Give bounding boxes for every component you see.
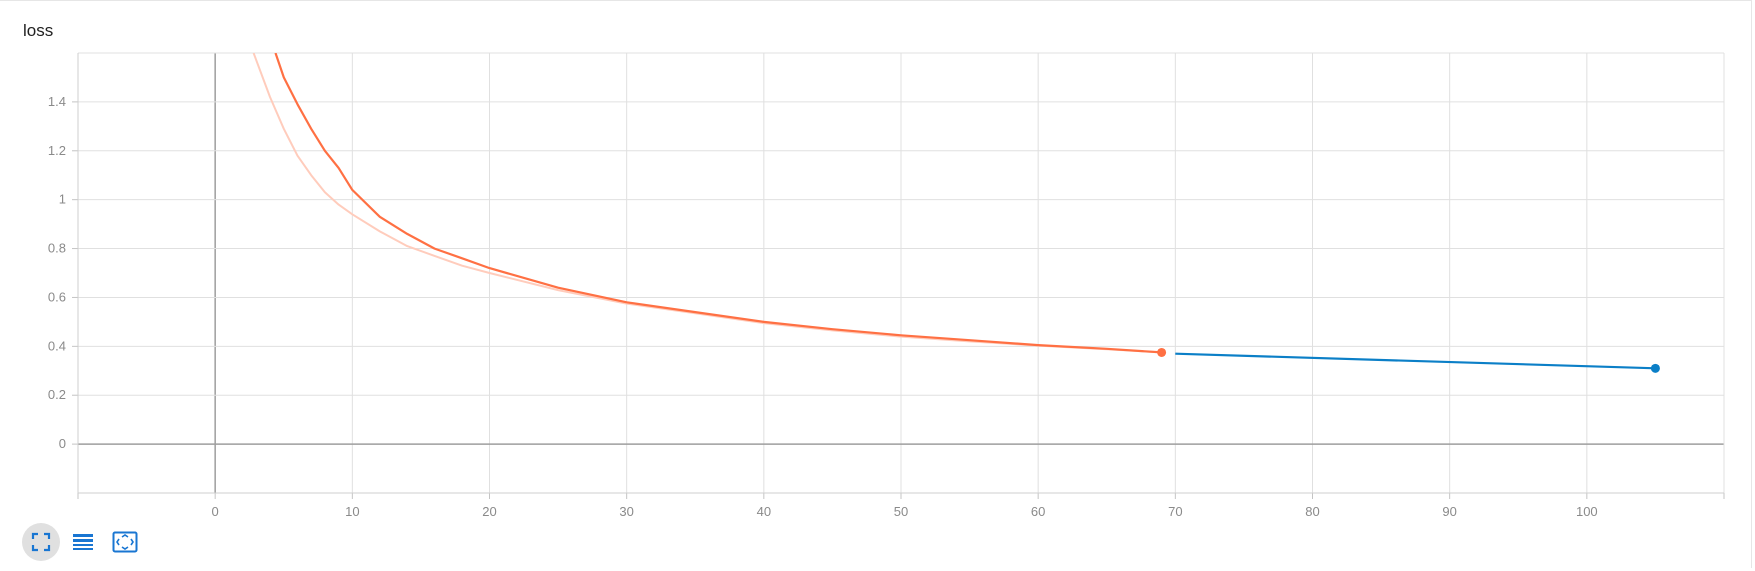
grid: [78, 52, 1725, 493]
x-tick-label: 20: [482, 504, 496, 519]
y-tick-label: 0.8: [48, 241, 66, 256]
x-tick-label: 100: [1576, 504, 1598, 519]
loss-line-chart[interactable]: 0 10 20 30 40 50 60 70 80 90 100 0 0.2 0.4 0.6 0.8 1 1.2 1…: [0, 1, 1752, 521]
x-tick-label: 60: [1031, 504, 1045, 519]
x-tick-label: 70: [1168, 504, 1182, 519]
series-line: [274, 53, 1162, 354]
x-tick-label: 80: [1305, 504, 1319, 519]
expand-button[interactable]: [22, 523, 60, 561]
expand-icon: [31, 532, 51, 552]
series: [252, 53, 1660, 373]
x-tick-label: 10: [345, 504, 359, 519]
fit-domain-icon: [112, 531, 138, 553]
fit-domain-button[interactable]: [106, 523, 144, 561]
x-tick-label: 40: [757, 504, 771, 519]
x-tick-label: 90: [1442, 504, 1456, 519]
x-tick-label: 0: [212, 504, 219, 519]
y-tick-label: 0.6: [48, 289, 66, 304]
data-table-icon: [73, 534, 93, 550]
y-tick-label: 0: [59, 436, 66, 451]
y-tick-label: 0.4: [48, 338, 66, 353]
x-tick-label: 30: [619, 504, 633, 519]
y-tick-label: 0.2: [48, 387, 66, 402]
tick-labels: 0 10 20 30 40 50 60 70 80 90 100 0 0.2 0.4 0.6 0.8 1 1.2 1…: [48, 94, 1598, 519]
chart-title: loss: [23, 21, 54, 40]
x-tick-label: 50: [894, 504, 908, 519]
series-end-point: [1157, 347, 1167, 357]
series-line: [1175, 352, 1656, 370]
data-table-button[interactable]: [64, 523, 102, 561]
y-tick-label: 1.4: [48, 94, 66, 109]
y-tick-label: 1.2: [48, 143, 66, 158]
series-raw-line: [252, 53, 1162, 354]
chart-toolbar: [22, 522, 144, 562]
y-tick-label: 1: [59, 192, 66, 207]
series-end-point: [1650, 363, 1660, 373]
axes: [72, 53, 1725, 499]
